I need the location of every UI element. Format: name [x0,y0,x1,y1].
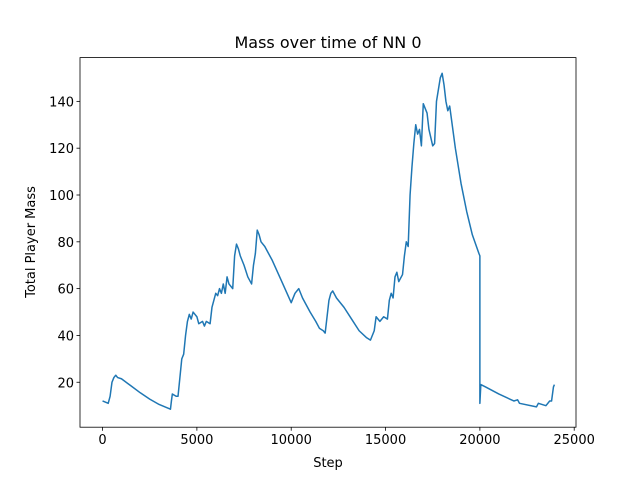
y-tick-label: 20 [57,376,74,391]
y-tick-label: 100 [49,189,74,204]
y-axis-label: Total Player Mass [24,186,39,299]
y-tick-label: 140 [49,95,74,110]
y-tick-label: 80 [57,236,74,251]
x-tick-label: 25000 [554,433,595,448]
axes-frame [79,57,577,428]
x-tick-label: 5000 [180,433,213,448]
chart-title: Mass over time of NN 0 [234,33,421,52]
x-tick-label: 20000 [459,433,500,448]
y-tick-label: 60 [57,283,74,298]
y-tick-label: 40 [57,329,74,344]
y-tick-label: 120 [49,142,74,157]
data-line [102,72,556,410]
x-tick-label: 0 [98,433,106,448]
x-axis-label: Step [313,456,343,471]
x-tick-label: 15000 [365,433,406,448]
x-tick-label: 10000 [271,433,312,448]
